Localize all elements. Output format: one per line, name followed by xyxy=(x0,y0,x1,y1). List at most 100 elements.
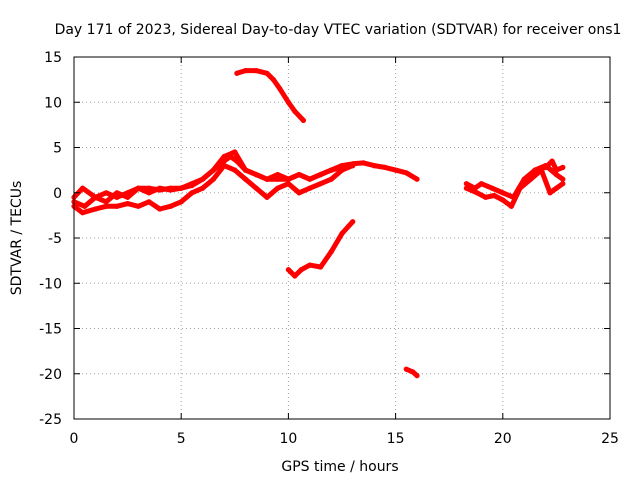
data-point xyxy=(189,190,195,196)
data-point xyxy=(474,190,480,196)
data-point xyxy=(92,206,98,212)
data-point xyxy=(103,190,109,196)
data-point xyxy=(517,185,523,191)
data-point xyxy=(543,164,549,170)
data-point xyxy=(135,185,141,191)
data-point xyxy=(277,86,283,92)
data-point xyxy=(296,190,302,196)
data-point xyxy=(339,230,345,237)
data-point xyxy=(553,167,560,173)
data-point xyxy=(103,199,109,205)
data-point xyxy=(285,176,291,182)
data-point xyxy=(292,273,298,279)
data-point xyxy=(410,369,416,375)
data-point xyxy=(307,262,313,268)
data-point xyxy=(200,176,206,182)
data-point xyxy=(232,167,238,173)
data-point xyxy=(350,163,356,169)
data-point xyxy=(221,163,227,169)
data-point xyxy=(103,203,109,209)
data-point xyxy=(146,185,152,191)
data-point xyxy=(414,176,420,182)
y-tick-label: -20 xyxy=(39,367,62,383)
data-point xyxy=(328,167,334,173)
data-point xyxy=(285,99,291,105)
data-point xyxy=(125,201,131,207)
data-point xyxy=(146,199,152,205)
data-point xyxy=(157,206,163,212)
data-point xyxy=(80,210,86,216)
y-tick-label: -5 xyxy=(48,231,62,247)
series-layer xyxy=(71,68,566,379)
data-point xyxy=(560,181,566,187)
y-tick-label: -10 xyxy=(39,276,62,292)
x-tick-label: 5 xyxy=(177,431,186,447)
y-tick-label: 5 xyxy=(53,141,62,157)
series-trace-h xyxy=(463,167,566,209)
data-point xyxy=(483,194,489,200)
data-point xyxy=(403,366,409,372)
data-point xyxy=(234,70,240,76)
x-axis-label: GPS time / hours xyxy=(281,459,398,475)
data-point xyxy=(478,181,484,187)
data-point xyxy=(414,373,420,379)
data-point xyxy=(146,190,152,196)
x-tick-label: 15 xyxy=(387,431,405,447)
data-point xyxy=(296,172,302,178)
data-point xyxy=(500,190,506,196)
data-point xyxy=(307,185,313,191)
data-point xyxy=(560,164,566,170)
data-point xyxy=(221,154,227,160)
data-point xyxy=(92,194,98,200)
data-point xyxy=(167,185,174,191)
data-point xyxy=(178,185,184,191)
data-point xyxy=(285,267,291,273)
data-point xyxy=(253,68,259,74)
data-point xyxy=(275,185,281,191)
data-point xyxy=(135,203,141,209)
data-point xyxy=(318,172,324,178)
y-tick-label: -25 xyxy=(39,412,62,428)
x-tick-label: 20 xyxy=(494,431,512,447)
data-point xyxy=(328,176,334,182)
data-point xyxy=(371,163,377,169)
series-trace-b xyxy=(71,149,420,200)
data-point xyxy=(350,219,356,225)
y-tick-label: 15 xyxy=(44,50,62,66)
data-point xyxy=(307,176,313,182)
axis-ticks: 0 5 10 15 20 25 -25 -20 -15 -10 -5 0 5 10 15 xyxy=(39,50,619,447)
data-point xyxy=(508,203,514,209)
x-tick-label: 10 xyxy=(279,431,297,447)
data-point xyxy=(232,149,238,155)
data-point xyxy=(270,77,276,83)
data-point xyxy=(292,108,298,114)
data-point xyxy=(167,203,174,209)
data-point xyxy=(275,176,281,182)
data-point xyxy=(242,167,249,173)
data-point xyxy=(253,185,259,191)
data-point xyxy=(549,158,555,164)
data-point xyxy=(82,203,88,209)
data-point xyxy=(210,167,216,173)
data-point xyxy=(547,190,553,196)
data-point xyxy=(264,194,270,200)
data-point xyxy=(360,160,366,166)
data-point xyxy=(403,170,409,176)
y-axis-label: SDTVAR / TECUs xyxy=(9,181,25,296)
data-point xyxy=(125,190,131,196)
data-point xyxy=(275,172,281,178)
data-point xyxy=(318,264,324,270)
data-point xyxy=(528,176,534,182)
data-point xyxy=(382,164,388,170)
data-point xyxy=(553,172,560,178)
data-point xyxy=(463,185,469,191)
y-tick-label: 0 xyxy=(53,186,62,202)
data-point xyxy=(200,185,206,191)
data-point xyxy=(328,249,334,255)
x-tick-label: 0 xyxy=(70,431,79,447)
data-point xyxy=(242,176,249,182)
data-point xyxy=(189,181,195,187)
data-point xyxy=(253,172,259,178)
data-point xyxy=(80,185,86,191)
